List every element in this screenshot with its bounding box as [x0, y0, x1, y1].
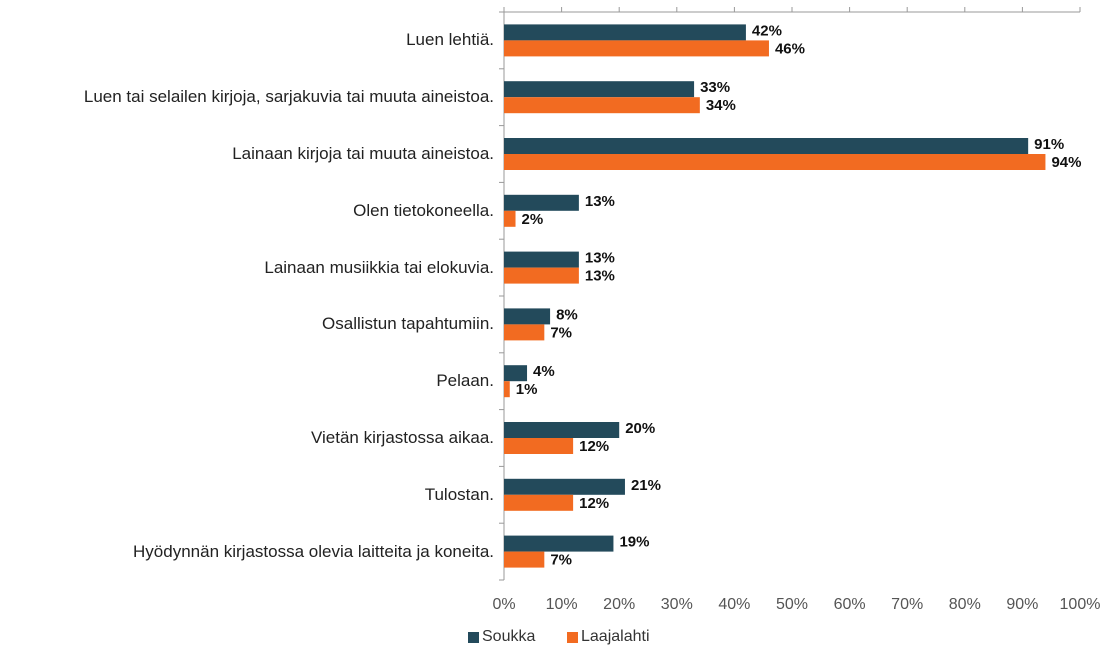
- value-label: 8%: [556, 306, 578, 323]
- value-label: 2%: [522, 211, 544, 228]
- x-tick-label: 40%: [718, 596, 750, 613]
- category-label: Vietän kirjastossa aikaa.: [310, 428, 494, 447]
- category-label: Pelaan.: [436, 371, 494, 391]
- bar: [504, 251, 579, 268]
- bar: [504, 40, 769, 57]
- bar: [504, 154, 1046, 170]
- category-label: Lainaan kirjoja tai muuta aineistoa.: [232, 144, 494, 163]
- bar: [504, 308, 551, 325]
- category-label: Luen tai selailen kirjoja, sarjakuvia ta…: [83, 87, 494, 107]
- value-label: 4%: [533, 363, 555, 380]
- category-label: Olen tietokoneella.: [353, 200, 494, 220]
- bar: [504, 97, 700, 114]
- category-label: Hyödynnän kirjastossa olevia laitteita j…: [133, 541, 494, 561]
- value-label: 21%: [631, 477, 661, 494]
- category-label: Lainaan musiikkia tai elokuvia.: [264, 257, 494, 277]
- bar: [504, 138, 1029, 154]
- bar: [504, 478, 625, 495]
- legend-item: Soukka: [468, 628, 535, 646]
- bar: [504, 494, 574, 511]
- legend-label: Laajalahti: [581, 628, 650, 645]
- x-tick-label: 50%: [776, 596, 808, 613]
- category-label: Tulostan.: [424, 484, 494, 504]
- bar: [504, 535, 614, 552]
- x-tick-label: 20%: [603, 596, 635, 613]
- x-tick-label: 60%: [834, 596, 866, 613]
- value-label: 12%: [579, 495, 609, 512]
- x-tick-label: 0%: [492, 596, 515, 613]
- value-label: 7%: [550, 552, 572, 569]
- bar: [504, 210, 516, 227]
- bar: [504, 81, 695, 98]
- x-tick-label: 30%: [661, 596, 693, 613]
- legend-item: Laajalahti: [567, 628, 650, 646]
- value-label: 19%: [619, 534, 649, 551]
- bar: [504, 194, 579, 211]
- legend-label: Soukka: [482, 628, 536, 645]
- bar: [504, 438, 574, 454]
- value-label: 46%: [775, 40, 805, 57]
- x-tick-label: 90%: [1006, 596, 1038, 613]
- bar: [504, 324, 545, 341]
- value-label: 12%: [579, 438, 609, 455]
- value-label: 13%: [585, 268, 615, 285]
- value-label: 13%: [585, 193, 615, 210]
- bar: [504, 422, 620, 438]
- category-label: Osallistun tapahtumiin.: [322, 314, 494, 334]
- value-label: 94%: [1051, 154, 1081, 171]
- x-tick-label: 70%: [891, 596, 923, 613]
- value-label: 7%: [550, 324, 572, 341]
- legend-swatch: [468, 631, 479, 643]
- bar: [504, 551, 545, 568]
- value-label: 91%: [1034, 136, 1064, 153]
- legend-swatch: [567, 631, 578, 643]
- value-label: 34%: [706, 97, 736, 114]
- value-label: 1%: [516, 381, 538, 398]
- value-label: 13%: [585, 250, 615, 267]
- category-label: Luen lehtiä.: [406, 30, 494, 50]
- bar: [504, 267, 579, 284]
- value-label: 33%: [700, 79, 730, 96]
- bar: [504, 24, 746, 41]
- x-tick-label: 80%: [949, 596, 981, 613]
- value-label: 20%: [625, 420, 655, 437]
- bar: [504, 381, 510, 398]
- x-tick-label: 10%: [546, 596, 578, 613]
- bar: [504, 365, 528, 382]
- x-tick-label: 100%: [1060, 596, 1101, 613]
- value-label: 42%: [752, 22, 782, 39]
